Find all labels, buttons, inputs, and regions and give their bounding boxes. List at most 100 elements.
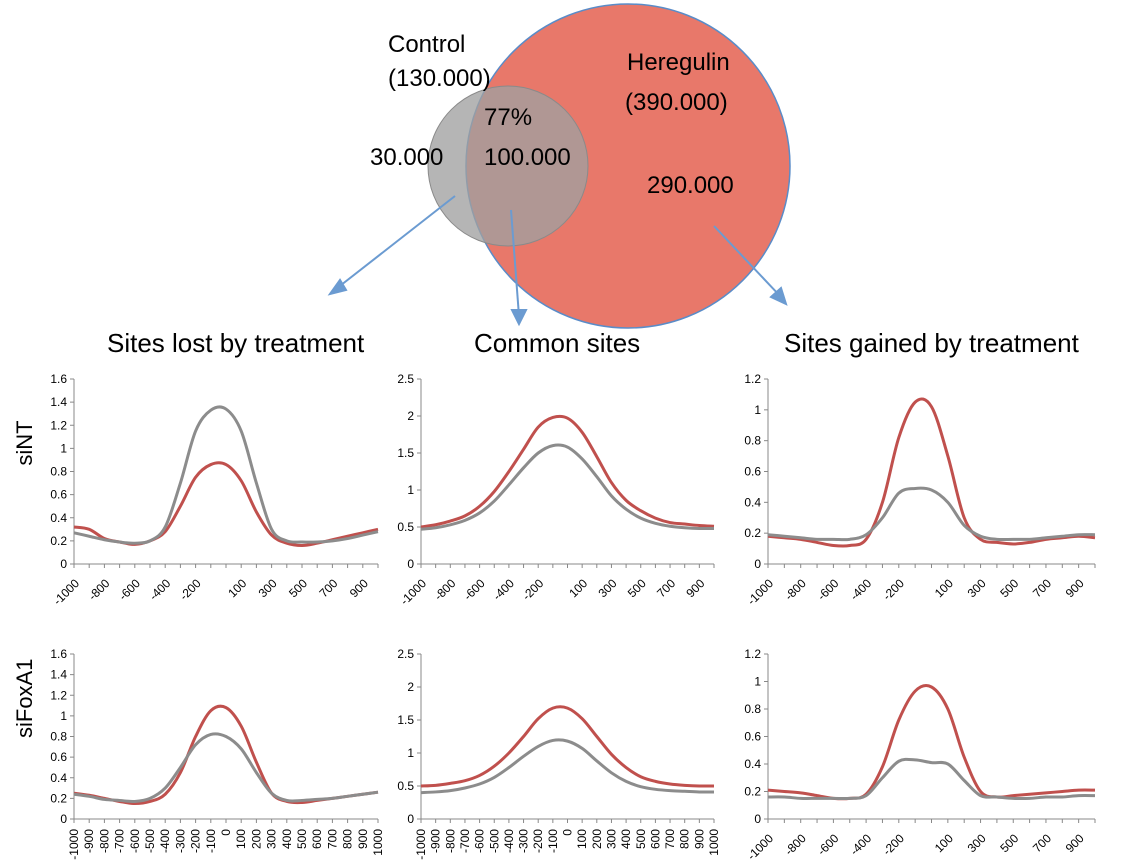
y-tick-label: 0.4 — [50, 511, 67, 525]
y-tick-label: 0.5 — [397, 779, 414, 793]
x-tick-label: 300 — [265, 829, 279, 849]
x-tick-label: 100 — [932, 831, 956, 855]
x-tick-label: -200 — [189, 829, 203, 853]
x-tick-label: 500 — [295, 829, 309, 849]
x-tick-label: 700 — [1030, 831, 1054, 855]
x-tick-label: -1000 — [745, 831, 777, 863]
x-tick-label: -300 — [173, 829, 187, 853]
x-tick-label: 200 — [249, 829, 263, 849]
y-tick-label: 1.6 — [50, 647, 67, 661]
x-tick-label: 700 — [325, 829, 339, 849]
x-tick-label: 600 — [648, 829, 662, 849]
y-tick-label: 1 — [407, 483, 414, 497]
arrow-lost-head — [327, 278, 348, 296]
y-tick-label: 0.2 — [50, 791, 67, 805]
x-tick-label: 200 — [590, 829, 604, 849]
y-tick-label: 0.2 — [744, 526, 761, 540]
x-tick-label: 100 — [234, 829, 248, 849]
y-tick-label: 0.2 — [50, 534, 67, 548]
series-line-red — [420, 414, 715, 529]
y-tick-label: 1.2 — [50, 418, 67, 432]
x-tick-label: -400 — [158, 829, 172, 853]
x-tick-label: 800 — [678, 829, 692, 849]
x-tick-label: -800 — [443, 829, 457, 853]
x-tick-label: 600 — [310, 829, 324, 849]
y-tick-label: 0.8 — [50, 730, 67, 744]
y-tick-label: 1.5 — [397, 446, 414, 460]
arrow-common — [510, 209, 520, 317]
y-tick-label: 0.6 — [744, 465, 761, 479]
series-line-gray — [767, 757, 1096, 801]
x-tick-label: -800 — [97, 829, 111, 853]
heregulin-only-count: 290.000 — [647, 172, 734, 199]
x-tick-label: 0 — [219, 829, 233, 836]
y-tick-label: 1.2 — [744, 647, 761, 661]
x-tick-label: -400 — [847, 831, 874, 858]
x-tick-label: -600 — [128, 829, 142, 853]
x-tick-label: -900 — [82, 829, 96, 853]
y-tick-label: 1.4 — [50, 668, 67, 682]
series-line-gray — [73, 732, 379, 804]
x-tick-label: 300 — [604, 829, 618, 849]
x-tick-label: -200 — [531, 829, 545, 853]
x-tick-label: -300 — [517, 829, 531, 853]
y-tick-label: 1 — [60, 709, 67, 723]
series-line-gray — [420, 738, 715, 795]
x-tick-label: -500 — [487, 829, 501, 853]
x-tick-label: 900 — [356, 829, 370, 849]
arrow-gained-head — [769, 286, 788, 306]
series-line-gray — [767, 486, 1096, 542]
y-tick-label: 1 — [754, 675, 761, 689]
series-line-gray — [420, 443, 715, 531]
x-tick-label: -1000 — [414, 829, 428, 860]
y-tick-label: 0.4 — [50, 771, 67, 785]
y-tick-label: 1.4 — [50, 395, 67, 409]
x-tick-label: -400 — [502, 829, 516, 853]
y-tick-label: 2 — [407, 409, 414, 423]
x-tick-label: -800 — [782, 831, 809, 858]
y-tick-label: 0 — [754, 812, 761, 826]
y-tick-label: 0.6 — [50, 488, 67, 502]
y-tick-label: 0 — [60, 557, 67, 571]
x-tick-label: -700 — [458, 829, 472, 853]
x-tick-label: -700 — [113, 829, 127, 853]
venn-diagram: Control (130.000) Heregulin (390.000) 77… — [327, 3, 791, 329]
x-tick-label: 1000 — [707, 829, 721, 856]
y-tick-label: 1.2 — [744, 372, 761, 386]
control-circle — [427, 85, 589, 247]
y-tick-label: 0.6 — [50, 750, 67, 764]
x-tick-label: -900 — [429, 829, 443, 853]
heregulin-count: (390.000) — [625, 89, 728, 116]
y-tick-label: 0 — [60, 812, 67, 826]
x-tick-label: 0 — [561, 829, 575, 836]
x-tick-label: -200 — [880, 831, 907, 858]
y-tick-label: 1.5 — [397, 713, 414, 727]
x-tick-label: -100 — [204, 829, 218, 853]
y-tick-label: 0.4 — [744, 757, 761, 771]
arrow-common-head — [510, 309, 528, 327]
arrow-lost — [335, 195, 456, 290]
y-tick-label: 2 — [407, 680, 414, 694]
y-tick-label: 0.8 — [744, 702, 761, 716]
series-line-red — [767, 684, 1096, 801]
x-tick-label: 800 — [341, 829, 355, 849]
x-tick-label: 900 — [692, 829, 706, 849]
control-count: (130.000) — [388, 65, 491, 92]
control-only-count: 30.000 — [370, 144, 443, 171]
arrow-gained — [713, 225, 782, 298]
control-label: Control — [388, 31, 465, 58]
y-tick-label: 1 — [754, 403, 761, 417]
y-tick-label: 1.2 — [50, 688, 67, 702]
y-tick-label: 0.2 — [744, 785, 761, 799]
y-tick-label: 2.5 — [397, 372, 414, 386]
y-tick-label: 0.5 — [397, 520, 414, 534]
y-tick-label: 1 — [407, 746, 414, 760]
x-tick-label: 400 — [280, 829, 294, 849]
y-tick-label: 1.6 — [50, 372, 67, 386]
